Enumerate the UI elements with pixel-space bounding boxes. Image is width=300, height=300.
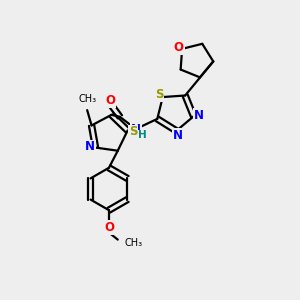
Text: H: H [138, 130, 147, 140]
Text: N: N [173, 129, 183, 142]
Text: S: S [129, 125, 137, 139]
Text: N: N [194, 109, 204, 122]
Text: CH₃: CH₃ [124, 238, 142, 248]
Text: N: N [131, 123, 141, 136]
Text: O: O [105, 94, 115, 107]
Text: S: S [155, 88, 164, 101]
Text: O: O [104, 221, 114, 234]
Text: O: O [174, 41, 184, 54]
Text: N: N [85, 140, 95, 154]
Text: CH₃: CH₃ [78, 94, 96, 104]
